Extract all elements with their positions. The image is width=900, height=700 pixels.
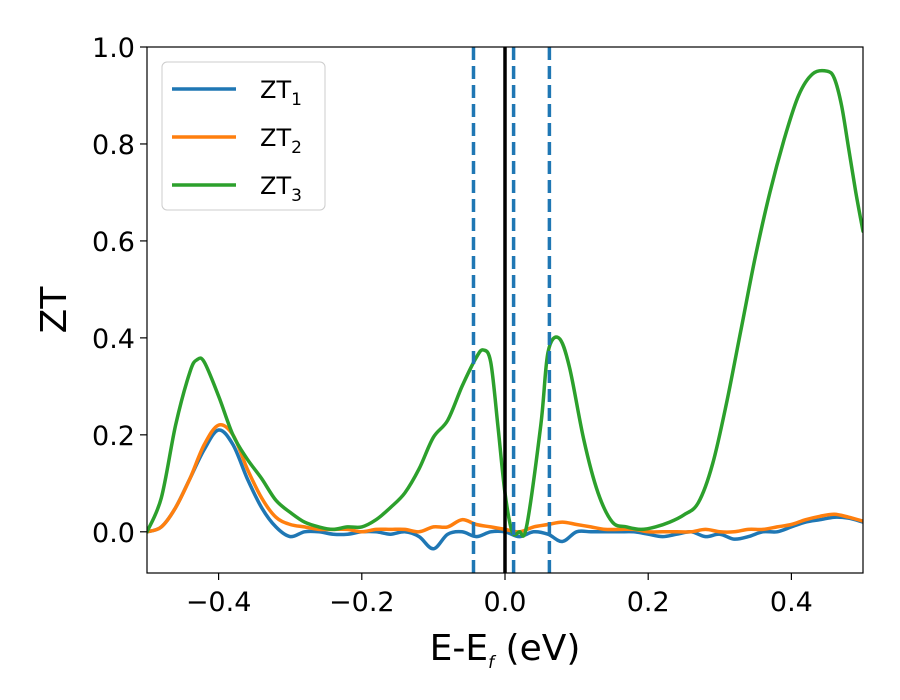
legend-label-zt2: ZT2: [260, 124, 302, 158]
y-tick-label: 1.0: [92, 33, 135, 64]
x-axis-label: E-Ef (eV): [430, 628, 581, 673]
y-tick-label: 0.2: [92, 421, 135, 452]
legend-label-zt3: ZT3: [260, 172, 302, 206]
y-tick-label: 0.0: [92, 518, 135, 549]
x-tick-label: −0.4: [186, 587, 252, 618]
legend-box: [161, 61, 326, 211]
x-tick-label: 0.0: [484, 587, 527, 618]
legend: ZT1 ZT2 ZT3: [161, 61, 326, 211]
legend-label-zt1: ZT1: [260, 76, 302, 110]
y-axis-label: ZT: [34, 286, 75, 334]
y-tick-label: 0.8: [92, 130, 135, 161]
x-tick-label: −0.2: [329, 587, 395, 618]
x-axis: −0.4 −0.2 0.0 0.2 0.4: [186, 573, 813, 618]
x-tick-label: 0.2: [627, 587, 670, 618]
y-tick-label: 0.4: [92, 324, 135, 355]
y-tick-label: 0.6: [92, 227, 135, 258]
x-tick-label: 0.4: [770, 587, 813, 618]
y-axis: 0.0 0.2 0.4 0.6 0.8 1.0: [92, 33, 147, 549]
vline-layer: [471, 47, 552, 573]
